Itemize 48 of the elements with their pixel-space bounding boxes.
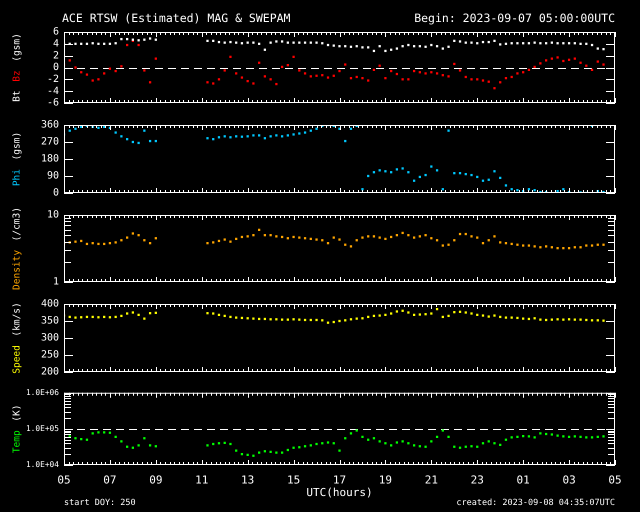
y-tick-label: 200 bbox=[40, 366, 59, 378]
y-axis-title: (gsm) bbox=[11, 33, 22, 62]
y-tick-label: 180 bbox=[40, 154, 59, 165]
x-tick-label: 19 bbox=[378, 473, 392, 486]
y-tick-label: 10 bbox=[46, 210, 59, 221]
x-axis-title: UTC(hours) bbox=[306, 486, 373, 499]
chart-title: ACE RTSW (Estimated) MAG & SWEPAM bbox=[62, 10, 291, 25]
x-tick-label: 23 bbox=[470, 473, 484, 486]
y-tick-label: -2 bbox=[46, 74, 59, 85]
text: Phi bbox=[11, 168, 22, 186]
x-tick-label: 05 bbox=[608, 473, 622, 486]
y-axis-title: (km/s) bbox=[11, 302, 22, 337]
y-tick-label: 300 bbox=[40, 332, 59, 344]
y-tick-label: 90 bbox=[46, 170, 59, 182]
x-tick-label: 05 bbox=[57, 473, 71, 486]
y-tick-label: 2 bbox=[52, 50, 59, 62]
y-tick-label: 6 bbox=[52, 26, 59, 38]
y-tick-label: 350 bbox=[40, 316, 59, 327]
x-tick-label: 11 bbox=[195, 473, 208, 486]
y-tick-label: 250 bbox=[40, 350, 59, 361]
y-tick-label: 0 bbox=[52, 62, 59, 74]
text: Speed bbox=[11, 345, 22, 374]
y-tick-label: 360 bbox=[40, 120, 59, 131]
y-tick-label: -4 bbox=[46, 86, 59, 97]
y-tick-label: 0 bbox=[52, 188, 59, 199]
y-axis-title: (K) bbox=[11, 404, 22, 422]
x-tick-label: 03 bbox=[562, 473, 576, 486]
chart-subtitle: Begin: 2023-09-07 05:00:00UTC bbox=[414, 10, 616, 25]
y-tick-label: 400 bbox=[40, 298, 59, 310]
y-axis-title: (gsm) bbox=[11, 132, 22, 160]
x-tick-label: 15 bbox=[286, 473, 300, 486]
text: Density bbox=[11, 250, 22, 290]
y-tick-label: 4 bbox=[52, 38, 59, 50]
y-tick-label: -6 bbox=[46, 98, 59, 109]
x-tick-label: 21 bbox=[424, 473, 438, 486]
y-axis-title: (/cm3) bbox=[11, 207, 22, 242]
x-tick-label: 07 bbox=[103, 473, 117, 486]
x-tick-label: 13 bbox=[241, 473, 254, 486]
x-tick-label: 01 bbox=[516, 473, 530, 486]
x-tick-label: 17 bbox=[332, 473, 346, 486]
text: Bt bbox=[11, 90, 22, 102]
y-tick-label: 1 bbox=[52, 276, 59, 288]
text: Temp bbox=[11, 430, 22, 454]
y-tick-label: 270 bbox=[40, 136, 59, 148]
text: start DOY: 250 bbox=[64, 498, 136, 508]
x-tick-label: 09 bbox=[149, 473, 162, 486]
text: created: 2023-09-08 04:35:07UTC bbox=[456, 498, 615, 508]
text: Bz bbox=[11, 70, 22, 82]
